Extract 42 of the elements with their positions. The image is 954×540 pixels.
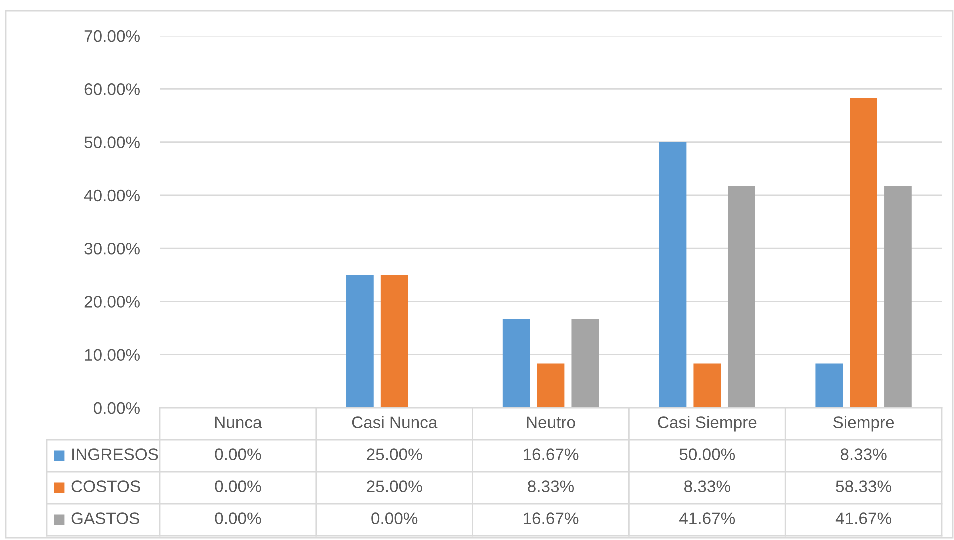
bar	[884, 186, 912, 408]
data-label: 0.00%	[215, 480, 262, 492]
legend-label: INGRESOS	[72, 448, 158, 460]
data-label: 0.00%	[215, 448, 262, 460]
bar	[380, 275, 408, 408]
bar	[537, 364, 565, 408]
y-tick-label: 70.00%	[84, 30, 140, 42]
bar	[659, 142, 687, 408]
legend-label: GASTOS	[72, 512, 140, 524]
y-tick-label: 10.00%	[85, 349, 140, 362]
data-label: 25.00%	[367, 480, 422, 492]
y-tick-label: 0.00%	[94, 402, 140, 414]
y-tick-label: 40.00%	[84, 190, 140, 202]
bar	[728, 186, 756, 408]
data-label: 8.33%	[840, 448, 887, 460]
legend-label: COSTOS	[72, 480, 140, 492]
data-label: 58.33%	[836, 480, 892, 492]
data-label: 0.00%	[372, 512, 418, 524]
data-label: 41.67%	[836, 512, 892, 524]
bar	[572, 319, 600, 408]
data-label: 8.33%	[528, 480, 574, 492]
bar	[850, 98, 878, 408]
data-label: 50.00%	[680, 448, 736, 460]
data-label: 0.00%	[215, 512, 262, 524]
x-tick-label: Nunca	[215, 416, 262, 428]
bar	[816, 364, 844, 408]
data-label: 8.33%	[684, 480, 730, 492]
data-label: 41.67%	[680, 512, 736, 524]
bar	[346, 275, 374, 408]
y-tick-label: 50.00%	[84, 136, 140, 148]
bar	[694, 364, 722, 408]
data-label: 16.67%	[524, 512, 579, 524]
data-label: 16.67%	[524, 448, 579, 460]
bar	[502, 319, 530, 408]
x-tick-label: Siempre	[834, 416, 894, 432]
x-tick-label: Casi Siempre	[658, 416, 757, 432]
x-tick-label: Casi Nunca	[352, 416, 438, 428]
y-tick-label: 20.00%	[84, 296, 140, 308]
x-tick-label: Neutro	[527, 416, 576, 428]
y-tick-label: 30.00%	[84, 242, 140, 255]
data-label: 25.00%	[367, 448, 422, 460]
y-tick-label: 60.00%	[84, 84, 140, 96]
